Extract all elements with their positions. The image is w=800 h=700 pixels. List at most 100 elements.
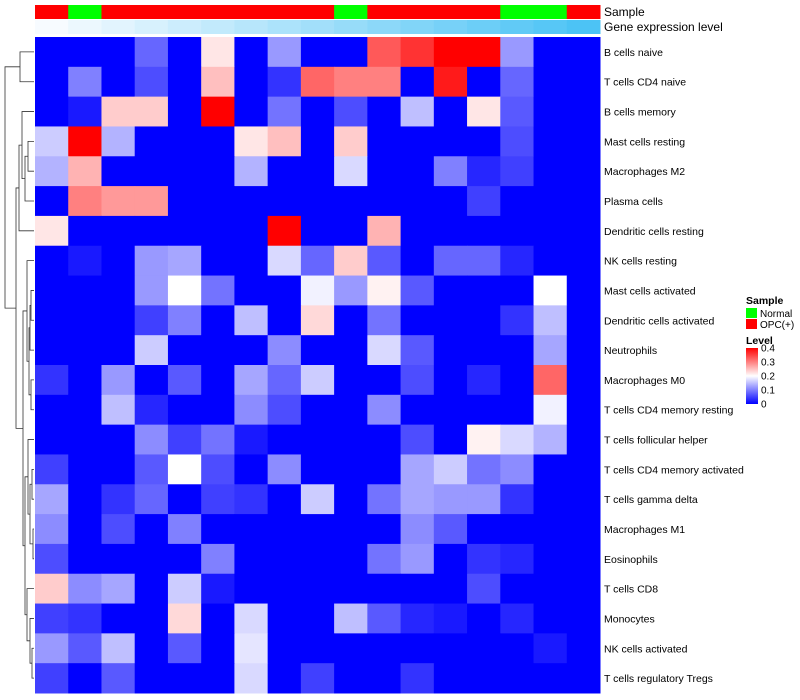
sample-cell [334, 5, 368, 19]
heatmap-cell [533, 126, 568, 157]
heatmap-cell [68, 156, 102, 187]
heatmap-cell [134, 663, 169, 694]
heatmap-cell [433, 573, 468, 605]
heatmap-cell [400, 126, 435, 157]
heatmap-cell [467, 633, 501, 664]
dendrogram-link [27, 439, 34, 515]
heatmap-cell [334, 245, 368, 277]
heatmap-cell [134, 633, 169, 664]
heatmap-cell [300, 156, 335, 187]
heatmap-cell [433, 96, 468, 127]
heatmap-cell [334, 663, 368, 694]
heatmap-cell [267, 365, 302, 396]
heatmap-cell [68, 66, 102, 98]
heatmap-cell [35, 245, 69, 277]
heatmap-cell [101, 543, 136, 575]
heatmap-cell [267, 66, 302, 98]
row-label: T cells gamma delta [604, 494, 698, 506]
heatmap-cell [533, 514, 568, 545]
heatmap-cell [367, 573, 402, 605]
heatmap-cell [533, 633, 568, 664]
heatmap-cell [134, 275, 169, 306]
heatmap-cell [367, 305, 402, 336]
dendrogram-link [24, 155, 34, 202]
heatmap-cell [267, 573, 302, 605]
heatmap-cell [334, 394, 368, 426]
heatmap-cell [433, 215, 468, 247]
heatmap-cell [300, 96, 335, 127]
row-label: Plasma cells [604, 196, 663, 208]
level-cell [367, 20, 402, 34]
sample-cell [367, 5, 402, 19]
heatmap-cell [134, 37, 169, 68]
heatmap-cell [433, 305, 468, 336]
legend-opc-swatch [746, 319, 757, 329]
heatmap-cell [334, 37, 368, 68]
heatmap-cell [101, 186, 136, 217]
heatmap-cell [467, 543, 501, 575]
heatmap-cell [35, 394, 69, 426]
heatmap-cell [367, 543, 402, 575]
heatmap-cell [267, 96, 302, 127]
heatmap-cell [533, 603, 568, 634]
sample-annotation-label: Sample [604, 5, 645, 19]
heatmap-cell [533, 663, 568, 694]
heatmap-cell [134, 394, 169, 426]
heatmap-cell [35, 37, 69, 68]
heatmap-cell [367, 215, 402, 247]
heatmap-cell [267, 335, 302, 366]
heatmap-cell [35, 275, 69, 306]
heatmap-cell [101, 126, 136, 157]
dendrogram-link [31, 468, 34, 500]
row-label: T cells regulatory Tregs [604, 673, 713, 685]
heatmap-cell [234, 454, 269, 485]
heatmap-cell [467, 573, 501, 605]
heatmap-cell [134, 454, 169, 485]
heatmap-cell [400, 37, 435, 68]
row-label: Macrophages M1 [604, 524, 685, 536]
heatmap-cell [433, 335, 468, 366]
heatmap-cell [300, 663, 335, 694]
heatmap-cell [433, 245, 468, 277]
dendrogram-link [30, 290, 34, 321]
heatmap-cell [167, 245, 202, 277]
heatmap-cell [134, 305, 169, 336]
heatmap-cell [201, 275, 235, 306]
heatmap-cell [533, 96, 568, 127]
heatmap-cell [35, 156, 69, 187]
heatmap-cell [68, 603, 102, 634]
heatmap-cell [101, 394, 136, 426]
heatmap-cell [201, 66, 235, 98]
heatmap-cell [300, 424, 335, 455]
heatmap-cell [433, 394, 468, 426]
heatmap-cell [167, 305, 202, 336]
heatmap-cell [35, 335, 69, 366]
level-cell [267, 20, 302, 34]
heatmap-cell [167, 37, 202, 68]
heatmap-cell [367, 484, 402, 515]
sample-cell [167, 5, 202, 19]
heatmap-cell [167, 573, 202, 605]
heatmap-cell [167, 454, 202, 485]
heatmap-cell [68, 365, 102, 396]
sample-cell [35, 5, 69, 19]
heatmap-cell [35, 424, 69, 455]
heatmap-cell [400, 305, 435, 336]
heatmap-cell [167, 633, 202, 664]
heatmap-cell [267, 663, 302, 694]
heatmap-cell [68, 245, 102, 277]
legend-normal-swatch [746, 308, 757, 318]
heatmap-cell [201, 603, 235, 634]
sample-cell [566, 5, 601, 19]
heatmap-cell [134, 245, 169, 277]
heatmap-cell [267, 514, 302, 545]
heatmap-cell [500, 126, 535, 157]
heatmap-cell [234, 96, 269, 127]
heatmap-cell [234, 514, 269, 545]
heatmap-cell [367, 37, 402, 68]
heatmap-cell [201, 335, 235, 366]
heatmap-cell [533, 37, 568, 68]
level-cell [167, 20, 202, 34]
heatmap-cell [400, 156, 435, 187]
heatmap-cell [234, 663, 269, 694]
